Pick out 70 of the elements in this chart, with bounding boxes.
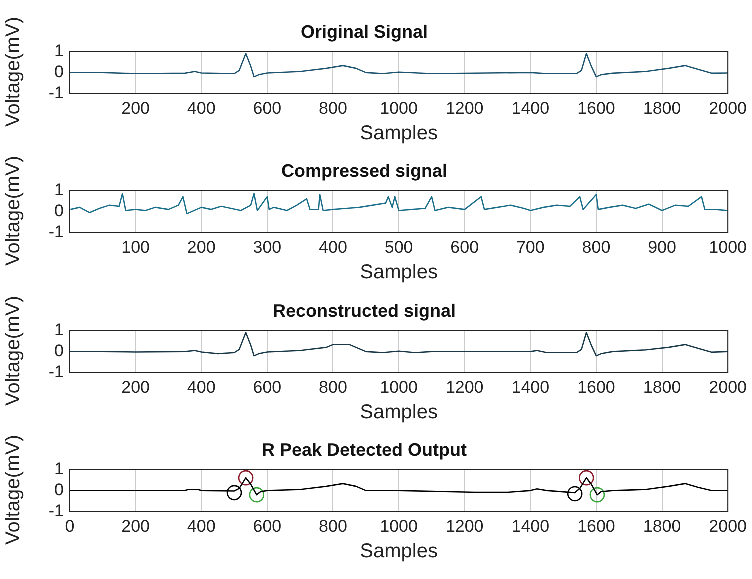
x-tick-label: 900 <box>648 238 676 257</box>
x-tick-label: 200 <box>122 98 150 118</box>
x-tick-label: 1000 <box>380 378 418 397</box>
x-tick-label: 800 <box>319 378 348 397</box>
y-tick-label: 1 <box>54 320 64 340</box>
x-tick-label: 1800 <box>643 516 682 536</box>
x-tick-label: 1400 <box>512 378 550 397</box>
x-axis-title: Samples <box>360 262 438 284</box>
y-tick-label: 1 <box>54 180 64 200</box>
x-tick-label: 100 <box>122 238 150 257</box>
chart-title: Reconstructed signal <box>272 300 456 321</box>
x-tick-label: 1200 <box>446 98 484 118</box>
y-tick-label: 1 <box>54 459 64 478</box>
x-tick-label: 400 <box>187 378 216 397</box>
x-tick-label: 400 <box>319 238 348 257</box>
y-tick-label: -1 <box>48 84 64 103</box>
x-axis-title: Samples <box>360 540 438 563</box>
x-tick-label: 200 <box>122 378 150 397</box>
x-tick-label: 200 <box>187 238 216 257</box>
x-tick-label: 1000 <box>380 98 418 118</box>
y-tick-label: 1 <box>54 41 64 60</box>
x-tick-label: 2000 <box>709 98 748 118</box>
x-tick-label: 600 <box>253 378 282 397</box>
x-tick-label: 1800 <box>643 378 682 397</box>
point <box>249 487 265 503</box>
chart-title: R Peak Detected Output <box>262 440 468 460</box>
x-tick-label: 200 <box>122 516 150 536</box>
y-axis-title: Voltage(mV) <box>2 156 26 266</box>
x-tick-label: 400 <box>187 516 216 536</box>
y-tick-label: 0 <box>54 341 64 360</box>
x-tick-label: 1600 <box>578 378 616 397</box>
x-tick-label: 1600 <box>578 98 616 118</box>
point <box>238 470 254 486</box>
y-tick-label: 0 <box>54 201 64 220</box>
x-tick-label: 300 <box>253 238 282 257</box>
x-tick-label: 1600 <box>578 516 616 536</box>
chart-title: Compressed signal <box>281 160 448 181</box>
point <box>590 487 606 503</box>
x-axis-title: Samples <box>360 402 438 424</box>
y-tick-label: -1 <box>48 222 64 242</box>
x-tick-label: 800 <box>582 238 611 257</box>
x-tick-label: 600 <box>253 98 282 118</box>
x-tick-label: 1400 <box>512 516 550 536</box>
y-tick-label: -1 <box>48 502 64 521</box>
x-tick-label: 500 <box>384 238 414 257</box>
x-tick-label: 700 <box>516 238 545 257</box>
x-tick-label: 1800 <box>643 98 682 118</box>
x-tick-label: 800 <box>319 516 348 536</box>
x-tick-label: 2000 <box>709 378 748 397</box>
x-tick-label: 600 <box>253 516 282 536</box>
point <box>567 486 583 502</box>
x-tick-label: 400 <box>187 98 216 118</box>
x-tick-label: 1400 <box>512 98 550 118</box>
x-axis-title: Samples <box>360 122 438 145</box>
y-tick-label: 0 <box>54 480 64 500</box>
x-tick-label: 2000 <box>709 516 748 536</box>
chart-title: Original Signal <box>300 22 428 42</box>
x-tick-label: 1200 <box>446 516 484 536</box>
x-tick-label: 1200 <box>446 378 484 397</box>
y-tick-label: 0 <box>54 62 64 82</box>
y-axis-title: Voltage(mV) <box>2 434 26 546</box>
point <box>578 470 594 486</box>
x-tick-label: 800 <box>319 98 348 118</box>
point <box>226 485 242 501</box>
y-axis-title: Voltage(mV) <box>2 16 26 128</box>
x-tick-label: 1000 <box>709 238 748 257</box>
x-tick-label: 1000 <box>380 516 418 536</box>
y-tick-label: -1 <box>48 362 64 382</box>
y-axis-title: Voltage(mV) <box>2 296 26 406</box>
x-tick-label: 600 <box>450 238 480 257</box>
